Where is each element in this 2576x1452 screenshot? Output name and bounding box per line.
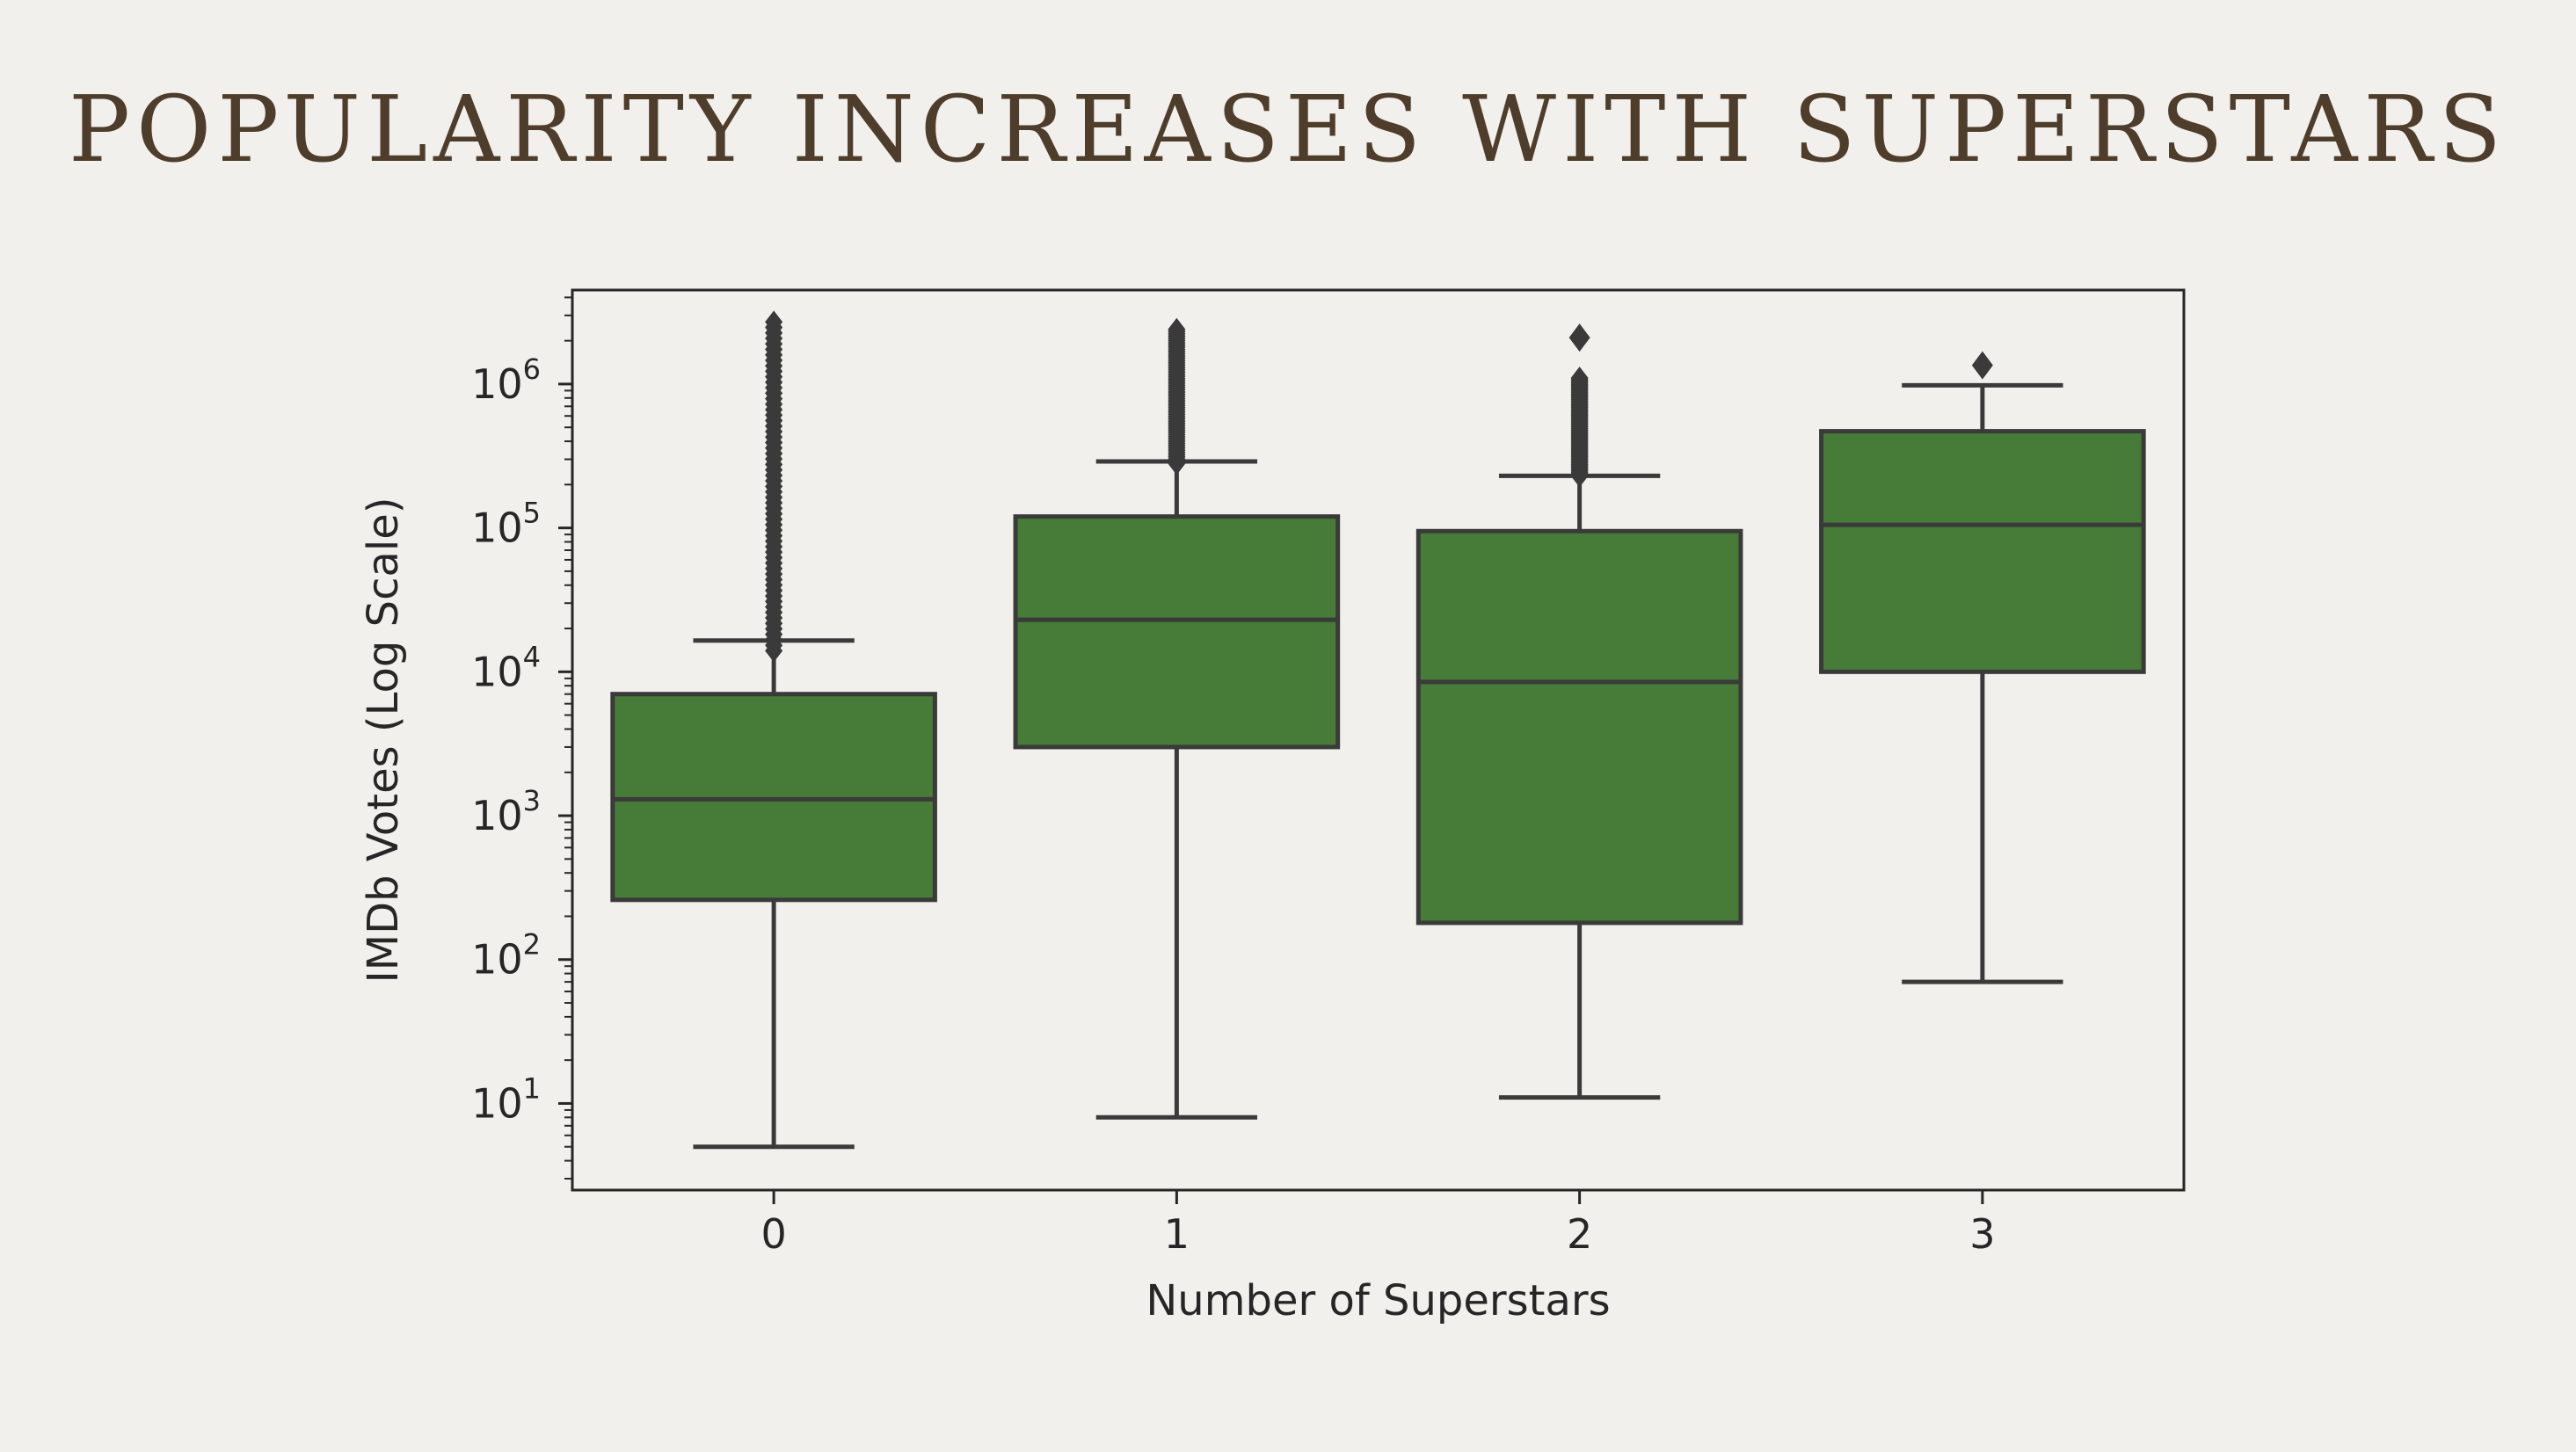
axes: 101 102 103 104 105 106 0 1 2 3 [471,296,1996,1258]
plot-area [610,310,2146,1150]
outlier-marker [1971,351,1993,380]
box-3 [1819,429,2146,674]
x-tick-label: 1 [1164,1210,1190,1258]
plot-frame [571,288,2186,1192]
y-tick-label: 104 [471,640,541,695]
x-axis-label: Number of Superstars [1146,1276,1610,1325]
box-2 [1415,528,1743,926]
x-tick-label: 3 [1969,1210,1995,1258]
outlier-marker [1568,323,1590,352]
box-group-0 [610,310,937,1150]
box-1 [1013,514,1341,750]
box-0 [610,692,937,903]
x-tick-label: 2 [1567,1210,1592,1258]
y-tick-label: 103 [471,784,541,839]
y-tick-label: 106 [471,352,541,408]
box-group-2 [1415,323,1743,1100]
box-group-3 [1819,351,2146,984]
box-group-1 [1013,317,1341,1120]
y-axis-label: IMDb Votes (Log Scale) [359,497,408,984]
y-tick-label: 102 [471,928,541,984]
y-tick-label: 101 [471,1071,541,1127]
x-tick-label: 0 [760,1210,786,1258]
page-title: POPULARITY INCREASES WITH SUPERSTARS [69,76,2507,183]
outlier-marker [1168,317,1186,341]
outlier-marker [1570,367,1589,390]
y-tick-label: 105 [471,497,541,552]
outlier-marker [765,310,783,334]
